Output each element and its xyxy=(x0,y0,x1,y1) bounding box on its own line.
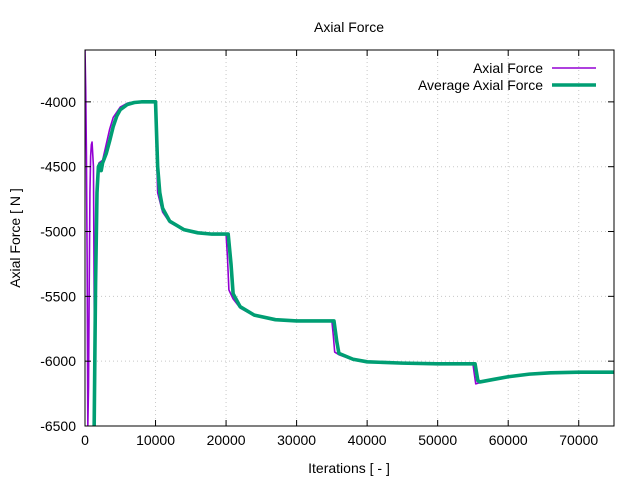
x-tick-label: 70000 xyxy=(559,432,598,448)
chart-title: Axial Force xyxy=(314,19,384,35)
legend-label-average-axial-force: Average Axial Force xyxy=(418,77,543,93)
legend: Axial Force Average Axial Force xyxy=(418,60,596,93)
plot-frame xyxy=(84,49,615,427)
x-tick-label: 10000 xyxy=(136,432,175,448)
y-tick-label: -6000 xyxy=(40,353,76,369)
x-tick-label: 40000 xyxy=(348,432,387,448)
x-tick-label: 0 xyxy=(81,432,89,448)
x-tick-label: 60000 xyxy=(489,432,528,448)
y-tick-label: -5000 xyxy=(40,224,76,240)
x-tick-label: 30000 xyxy=(277,432,316,448)
y-tick-label: -4000 xyxy=(40,94,76,110)
tick-labels: 0 10000 20000 30000 40000 50000 60000 70000 -650… xyxy=(40,94,598,448)
y-tick-label: -5500 xyxy=(40,288,76,304)
x-tick-label: 20000 xyxy=(207,432,246,448)
x-tick-label: 50000 xyxy=(418,432,457,448)
series-line-average-axial-force xyxy=(92,100,614,426)
y-axis-label: Axial Force [ N ] xyxy=(7,188,23,288)
y-tick-label: -6500 xyxy=(40,418,76,434)
series-layer xyxy=(85,50,614,426)
legend-label-axial-force: Axial Force xyxy=(473,60,543,76)
ticks xyxy=(84,50,614,427)
x-axis-label: Iterations [ - ] xyxy=(308,460,390,476)
y-tick-label: -4500 xyxy=(40,159,76,175)
